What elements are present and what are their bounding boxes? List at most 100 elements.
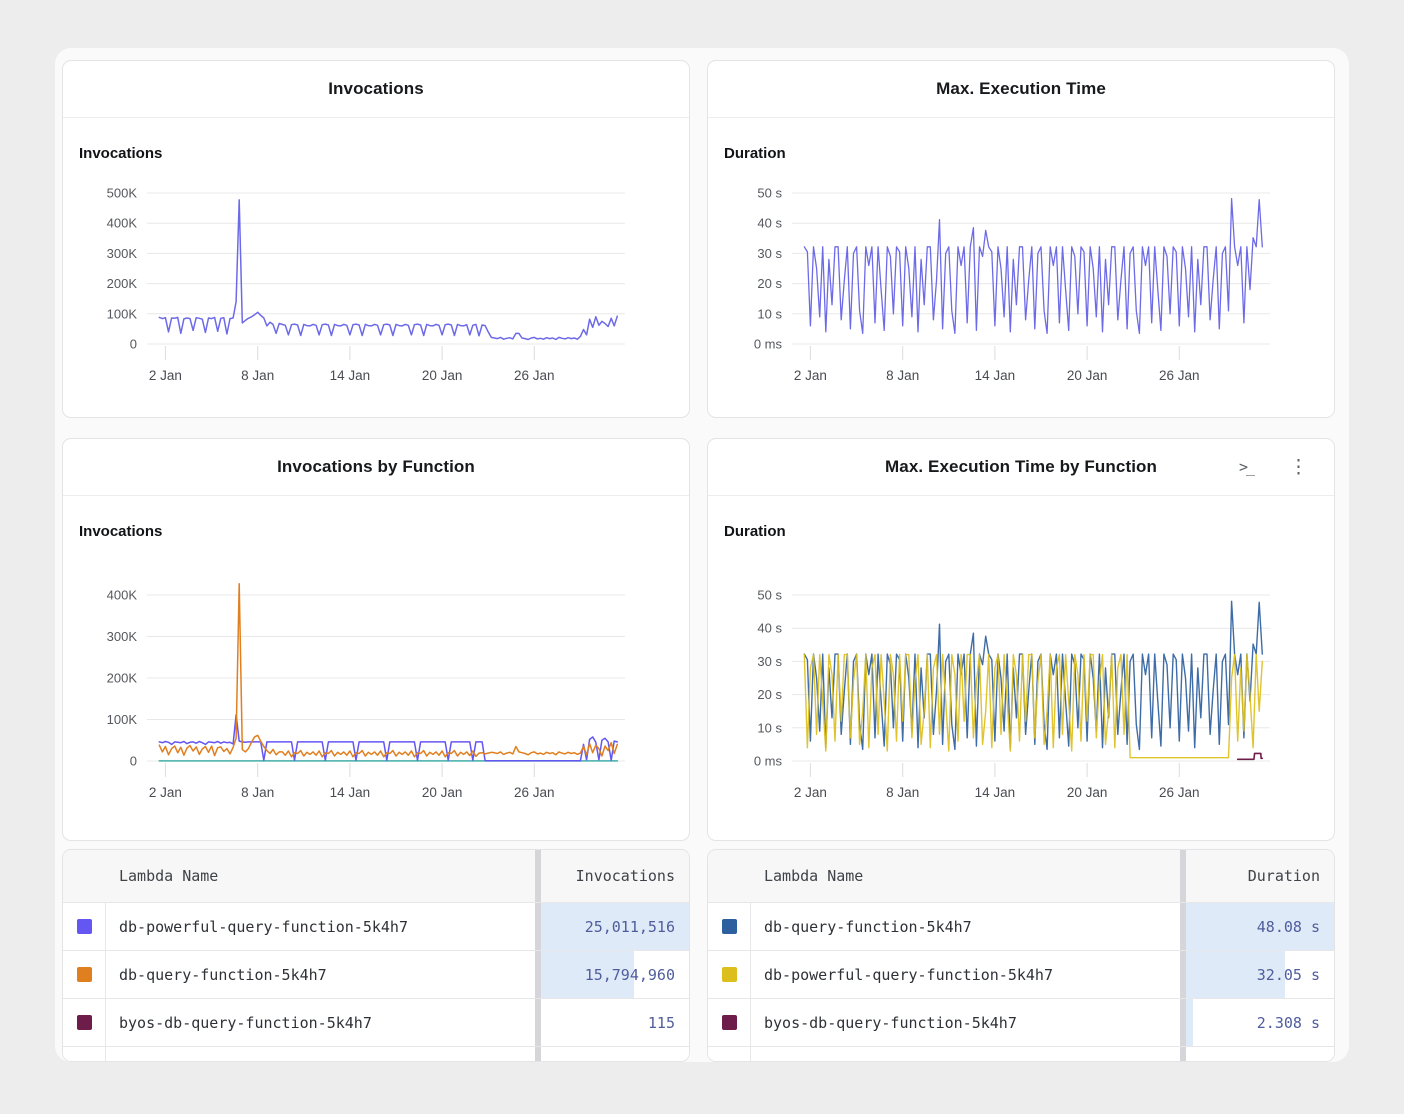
invocations-by-function-chart[interactable]: 0 100K 200K 300K 400K 2 Jan 8 Jan 14 Jan 20 Jan 2… <box>63 549 690 809</box>
svg-text:26 Jan: 26 Jan <box>514 785 555 800</box>
svg-text:8 Jan: 8 Jan <box>886 785 919 800</box>
table-row[interactable]: db-powerful-query-function-5k4h7 25,011,5… <box>63 902 689 950</box>
svg-text:2 Jan: 2 Jan <box>149 368 182 383</box>
lambda-name-cell: db-query-function-5k4h7 <box>764 917 972 936</box>
column-divider[interactable] <box>535 999 541 1046</box>
panel-header: Invocations <box>63 61 689 118</box>
y-axis-title: Invocations <box>79 145 163 162</box>
column-divider[interactable] <box>1180 951 1186 998</box>
value-text: 32.05 s <box>1256 965 1320 984</box>
svg-text:2 Jan: 2 Jan <box>149 785 182 800</box>
svg-text:20 s: 20 s <box>757 276 782 291</box>
value-cell: 25,011,516 <box>541 903 689 950</box>
column-divider[interactable] <box>1180 903 1186 950</box>
value-text: 115 <box>647 1013 675 1032</box>
table-row[interactable]: db-query-function-5k4h7 15,794,960 <box>63 950 689 998</box>
svg-text:30 s: 30 s <box>757 246 782 261</box>
svg-text:26 Jan: 26 Jan <box>1159 368 1200 383</box>
svg-text:40 s: 40 s <box>757 216 782 231</box>
svg-text:50 s: 50 s <box>757 588 782 603</box>
duration-header: Duration <box>1247 867 1320 885</box>
column-divider[interactable] <box>1180 1047 1186 1061</box>
swatch-header-cell <box>708 850 751 902</box>
table-row[interactable]: db-query-function-5k4h7 48.08 s <box>708 902 1334 950</box>
y-axis-title: Invocations <box>79 523 163 540</box>
value-bar <box>1186 999 1194 1046</box>
svg-text:20 Jan: 20 Jan <box>422 785 463 800</box>
svg-text:300K: 300K <box>107 246 138 261</box>
terminal-icon[interactable]: >_ <box>1238 458 1255 476</box>
value-cell: 48.08 s <box>1186 903 1334 950</box>
value-text: 25,011,516 <box>584 917 675 936</box>
panel-header: Max. Execution Time by Function >_ ⋮ <box>708 439 1334 496</box>
swatch-cell <box>708 999 751 1046</box>
table-header-row: Lambda Name Duration <box>708 850 1334 902</box>
invocations-header: Invocations <box>575 867 675 885</box>
panel-header: Invocations by Function <box>63 439 689 496</box>
dashboard-container: Invocations Invocations 0 100K 200K 300K 400… <box>55 48 1349 1062</box>
lambda-name-cell: db-query-function-5k4h7 <box>119 965 327 984</box>
lambda-name-cell: db-powerful-query-function-5k4h7 <box>119 917 408 936</box>
y-axis-title: Duration <box>724 145 786 162</box>
svg-text:20 s: 20 s <box>757 687 782 702</box>
panel-max-execution-time: Max. Execution Time Duration 0 ms 10 s 20 … <box>707 60 1335 418</box>
invocations-table: Lambda Name Invocations db-powerful-quer… <box>63 850 689 1061</box>
svg-text:10 s: 10 s <box>757 720 782 735</box>
series-color-swatch <box>76 1015 92 1030</box>
svg-text:0: 0 <box>130 337 137 352</box>
svg-text:200K: 200K <box>107 671 138 686</box>
y-axis-title: Duration <box>724 523 786 540</box>
panel-title: Invocations by Function <box>277 457 475 476</box>
table-row[interactable]: byos-db-query-function-5k4h7 115 <box>63 998 689 1046</box>
value-cell: 115 <box>541 999 689 1046</box>
value-cell: 32.05 s <box>1186 951 1334 998</box>
panel-header: Max. Execution Time <box>708 61 1334 118</box>
column-divider[interactable] <box>535 951 541 998</box>
table-body: db-powerful-query-function-5k4h7 25,011,5… <box>63 902 689 1046</box>
svg-text:14 Jan: 14 Jan <box>975 785 1016 800</box>
panel-title: Max. Execution Time by Function <box>885 457 1157 476</box>
panel-invocations-by-function: Invocations by Function Invocations 0 100… <box>62 438 690 841</box>
swatch-cell <box>708 903 751 950</box>
lambda-name-header: Lambda Name <box>119 867 219 885</box>
kebab-menu-icon[interactable]: ⋮ <box>1289 456 1308 478</box>
column-divider[interactable] <box>535 1047 541 1061</box>
max-execution-time-chart[interactable]: 0 ms 10 s 20 s 30 s 40 s 50 s 2 Jan 8 Jan 14 Jan… <box>708 171 1335 418</box>
svg-text:2 Jan: 2 Jan <box>794 368 827 383</box>
invocations-chart[interactable]: 0 100K 200K 300K 400K 500K 2 Jan 8 Jan 14 Jan 20 … <box>63 171 690 418</box>
duration-table-card: Lambda Name Duration db-query-function-5… <box>707 849 1335 1062</box>
svg-text:8 Jan: 8 Jan <box>886 368 919 383</box>
lambda-name-cell: byos-db-query-function-5k4h7 <box>119 1013 372 1032</box>
value-bar <box>541 951 635 998</box>
lambda-name-cell: db-powerful-query-function-5k4h7 <box>764 965 1053 984</box>
svg-text:50 s: 50 s <box>757 186 782 201</box>
max-execution-time-by-function-chart[interactable]: 0 ms 10 s 20 s 30 s 40 s 50 s 2 Jan 8 Jan 14 Jan… <box>708 549 1335 809</box>
value-text: 2.308 s <box>1256 1013 1320 1032</box>
column-divider[interactable] <box>1180 850 1186 902</box>
svg-text:0: 0 <box>130 754 137 769</box>
svg-text:20 Jan: 20 Jan <box>1067 785 1108 800</box>
series-color-swatch <box>721 919 737 934</box>
svg-text:400K: 400K <box>107 588 138 603</box>
panel-invocations: Invocations Invocations 0 100K 200K 300K 400… <box>62 60 690 418</box>
svg-text:300K: 300K <box>107 629 138 644</box>
column-divider[interactable] <box>535 903 541 950</box>
value-bar <box>1186 903 1334 950</box>
value-bar <box>541 903 689 950</box>
panel-title: Max. Execution Time <box>936 79 1106 98</box>
value-cell: 2.308 s <box>1186 999 1334 1046</box>
svg-text:20 Jan: 20 Jan <box>422 368 463 383</box>
table-body: db-query-function-5k4h7 48.08 s db-powerfu… <box>708 902 1334 1046</box>
panel-max-execution-time-by-function: Max. Execution Time by Function >_ ⋮ Dur… <box>707 438 1335 841</box>
column-divider[interactable] <box>1180 999 1186 1046</box>
svg-text:0 ms: 0 ms <box>754 754 783 769</box>
swatch-cell <box>63 951 106 998</box>
svg-text:26 Jan: 26 Jan <box>514 368 555 383</box>
swatch-cell <box>708 951 751 998</box>
column-divider[interactable] <box>535 850 541 902</box>
table-row[interactable]: byos-db-query-function-5k4h7 2.308 s <box>708 998 1334 1046</box>
table-row[interactable]: db-powerful-query-function-5k4h7 32.05 s <box>708 950 1334 998</box>
value-bar <box>1186 951 1286 998</box>
series-color-swatch <box>76 919 92 934</box>
svg-text:0 ms: 0 ms <box>754 337 783 352</box>
